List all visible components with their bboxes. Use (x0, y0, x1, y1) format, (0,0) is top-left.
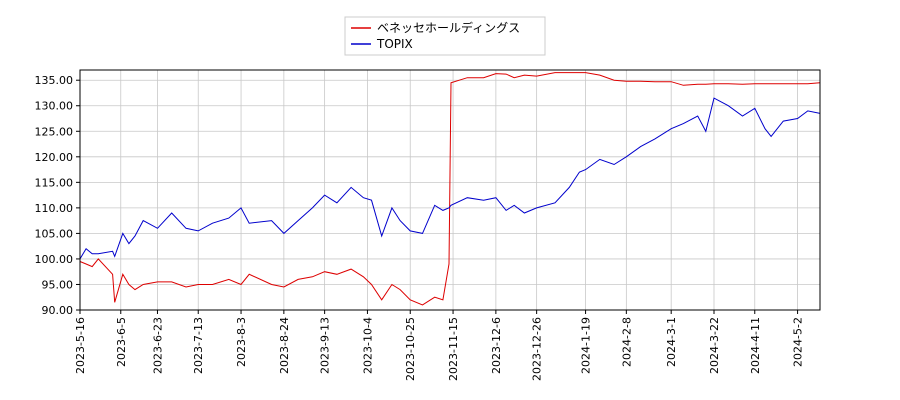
x-tick-label: 2023-8-3 (235, 317, 248, 367)
y-tick-label: 95.00 (42, 278, 74, 291)
x-tick-label: 2023-6-23 (151, 317, 164, 374)
legend-label: ベネッセホールディングス (377, 20, 520, 35)
x-tick-label: 2024-1-19 (580, 317, 593, 374)
y-tick-label: 120.00 (35, 151, 74, 164)
legend-box (344, 16, 546, 56)
series-line (79, 72, 821, 306)
x-tick-label: 2024-3-22 (708, 317, 721, 374)
x-tick-label: 2023-11-15 (447, 317, 460, 381)
y-tick-label: 115.00 (35, 176, 74, 189)
x-tick-label: 2023-12-26 (531, 317, 544, 381)
y-tick-label: 125.00 (35, 125, 74, 138)
x-tick-label: 2024-2-8 (620, 317, 633, 367)
x-tick-label: 2024-4-11 (749, 317, 762, 374)
y-tick-label: 100.00 (35, 253, 74, 266)
x-tick-label: 2023-10-25 (404, 317, 417, 381)
x-tick-label: 2023-12-6 (490, 317, 503, 374)
x-tick-label: 2023-8-24 (278, 317, 291, 374)
x-tick-label: 2023-7-13 (192, 317, 205, 374)
legend-label: TOPIX (376, 37, 413, 51)
y-tick-label: 135.00 (35, 74, 74, 87)
x-tick-label: 2023-10-4 (361, 317, 374, 374)
y-tick-label: 90.00 (42, 304, 74, 317)
x-tick-label: 2023-9-13 (319, 317, 332, 374)
series-line (79, 97, 821, 260)
y-tick-label: 105.00 (35, 227, 74, 240)
y-tick-label: 110.00 (35, 202, 74, 215)
x-tick-label: 2023-6-5 (115, 317, 128, 367)
x-tick-label: 2024-3-1 (665, 317, 678, 367)
y-tick-label: 130.00 (35, 100, 74, 113)
x-tick-label: 2024-5-2 (792, 317, 805, 367)
x-tick-label: 2023-5-16 (74, 317, 87, 374)
plot-frame (79, 69, 821, 311)
